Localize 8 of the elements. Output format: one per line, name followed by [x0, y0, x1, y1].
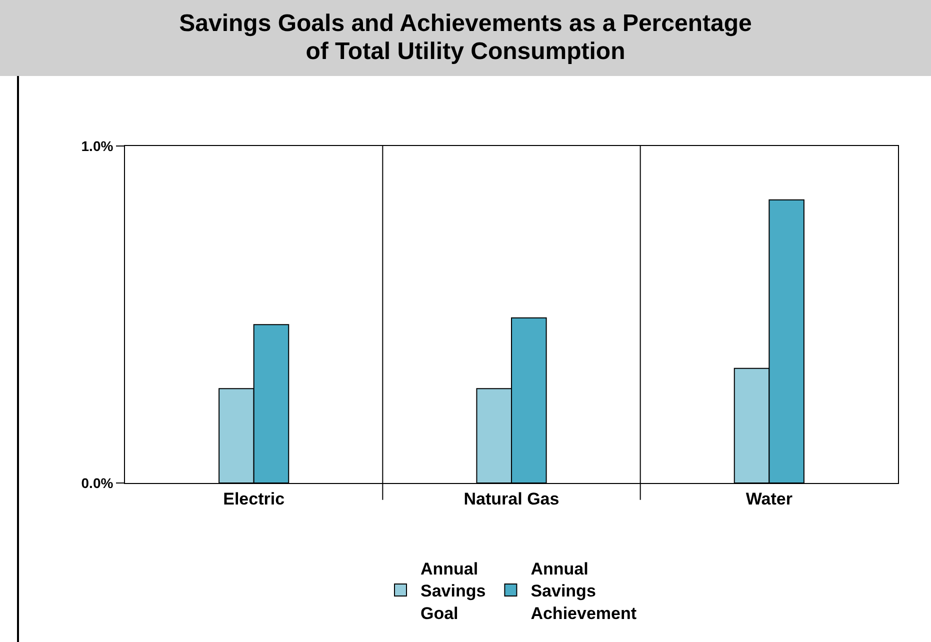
x-tick-label: Electric: [223, 489, 285, 508]
y-tick-label: 1.0%: [81, 138, 114, 154]
x-tick-label: Natural Gas: [464, 489, 560, 508]
chart-title: Savings Goals and Achievements as a Percentage of Total Utility Consumption: [178, 10, 753, 66]
legend-label: Annual Savings Goal: [420, 560, 486, 623]
legend-label: Annual Savings Achievement: [530, 560, 637, 623]
y-tick-label: 0.0%: [81, 474, 114, 491]
x-tick-label: Water: [746, 489, 793, 508]
